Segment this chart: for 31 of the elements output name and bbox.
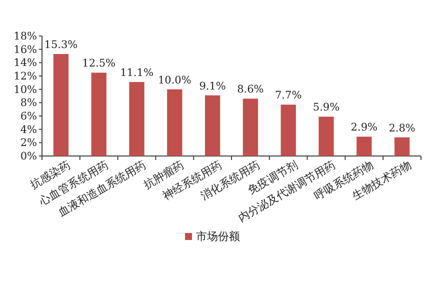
data-label: 7.7% (275, 90, 302, 102)
data-label: 5.9% (312, 102, 340, 114)
y-tick-label: 6% (20, 110, 38, 122)
y-tick-label: 14% (14, 57, 38, 70)
data-label: 2.9% (350, 122, 378, 134)
data-label: 15.3% (44, 39, 78, 51)
bar (129, 82, 144, 156)
y-tick-label: 8% (20, 97, 38, 110)
legend-label: 市场份额 (196, 230, 240, 243)
data-label: 2.8% (388, 122, 416, 134)
y-tick-label: 4% (20, 124, 38, 136)
bar (356, 136, 372, 156)
y-tick-label: 12% (14, 70, 38, 82)
y-tick-label: 10% (14, 84, 38, 96)
y-tick-label: 0% (20, 150, 38, 162)
bar (394, 137, 410, 156)
y-tick-label: 18% (14, 30, 38, 42)
data-label: 9.1% (199, 80, 226, 92)
bar (204, 95, 220, 156)
bar (280, 104, 296, 156)
y-tick-label: 2% (20, 137, 38, 150)
data-label: 11.1% (120, 67, 154, 79)
bar (91, 72, 106, 156)
y-tick-label: 16% (14, 44, 38, 56)
data-label: 12.5% (82, 58, 116, 70)
bar (53, 54, 69, 156)
data-label: 8.6% (237, 84, 264, 96)
bar (167, 89, 182, 156)
bar (318, 116, 334, 156)
data-label: 10.0% (158, 74, 192, 86)
bar (242, 98, 258, 156)
